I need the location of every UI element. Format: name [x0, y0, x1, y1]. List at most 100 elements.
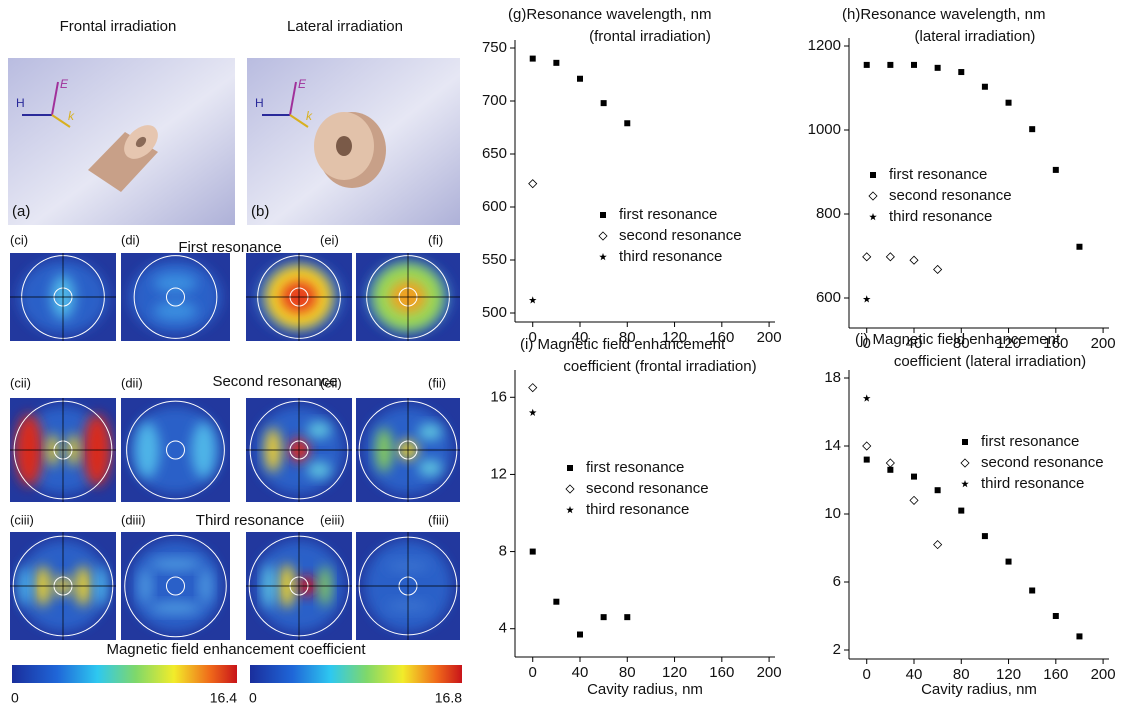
- x-tick-label: 0: [529, 664, 537, 681]
- field-map: [356, 398, 460, 502]
- field-maps: First resonance(ci)(di)(ei)(fi)Second re…: [10, 232, 460, 640]
- legend-marker: [961, 480, 969, 487]
- marker-square: [1006, 559, 1012, 565]
- colorbar-min: 0: [11, 690, 19, 706]
- legend-label: first resonance: [619, 206, 717, 223]
- legend-marker: [600, 212, 606, 218]
- map-blob: [192, 422, 216, 478]
- chart-subtitle: (lateral irradiation): [915, 28, 1036, 45]
- marker-square: [1006, 100, 1012, 106]
- x-tick-label: 160: [709, 664, 734, 681]
- chart-subtitle: (frontal irradiation): [589, 28, 711, 45]
- x-tick-label: 40: [572, 664, 589, 681]
- field-map: [121, 253, 230, 341]
- y-tick-label: 14: [824, 437, 841, 454]
- panel-label: (a): [12, 203, 30, 220]
- legend-marker: [962, 439, 968, 445]
- svg-text:E: E: [298, 77, 307, 91]
- field-map: [246, 398, 352, 502]
- panel-heading: Lateral irradiation: [287, 18, 403, 35]
- map-blob: [307, 422, 331, 438]
- field-map: [10, 253, 116, 341]
- y-tick-label: 500: [482, 304, 507, 321]
- svg-text:k: k: [68, 109, 75, 123]
- x-tick-label: 200: [757, 329, 782, 346]
- marker-square: [601, 614, 607, 620]
- marker-diamond: [863, 253, 871, 261]
- map-label: (dii): [121, 375, 143, 390]
- field-map: [356, 253, 460, 341]
- y-tick-label: 8: [499, 543, 507, 560]
- map-label: (fiii): [428, 512, 449, 527]
- y-tick-label: 750: [482, 39, 507, 56]
- marker-diamond: [886, 459, 894, 467]
- map-label: (ei): [320, 232, 339, 247]
- map-content: [246, 532, 352, 640]
- legend-label: third resonance: [586, 501, 689, 518]
- marker-square: [887, 62, 893, 68]
- map-content: [121, 532, 230, 640]
- marker-diamond: [863, 442, 871, 450]
- field-map: [10, 398, 116, 502]
- colorbar: [12, 665, 237, 683]
- y-tick-label: 550: [482, 251, 507, 268]
- map-content: [356, 253, 460, 341]
- legend-label: third resonance: [889, 208, 992, 225]
- legend-marker: [567, 465, 573, 471]
- map-blob: [150, 602, 202, 614]
- chart-title: (j) Magnetic field enhancement: [855, 331, 1061, 348]
- map-blob: [136, 422, 160, 478]
- map-blob: [418, 424, 442, 440]
- y-tick-label: 700: [482, 92, 507, 109]
- legend-marker: [566, 485, 574, 493]
- panel-label: (b): [251, 203, 269, 220]
- map-label: (ci): [10, 232, 28, 247]
- map-content: [246, 398, 352, 502]
- legend-label: first resonance: [586, 459, 684, 476]
- legend-label: second resonance: [586, 480, 709, 497]
- map-content: [356, 532, 460, 640]
- x-tick-label: 80: [619, 664, 636, 681]
- x-tick-label: 200: [1091, 666, 1116, 683]
- marker-star: [863, 295, 871, 302]
- panel-heading: Frontal irradiation: [60, 18, 177, 35]
- marker-square: [864, 457, 870, 463]
- map-label: (fii): [428, 375, 446, 390]
- render-a: H E k (a): [8, 58, 235, 225]
- marker-diamond: [529, 180, 537, 188]
- map-content: [356, 398, 460, 502]
- map-content: [10, 398, 116, 502]
- legend-marker: [599, 232, 607, 240]
- marker-square: [530, 549, 536, 555]
- legend-marker: [869, 192, 877, 200]
- colorbar-max: 16.4: [210, 690, 237, 706]
- marker-square: [1053, 167, 1059, 173]
- marker-square: [624, 614, 630, 620]
- legend-label: first resonance: [889, 166, 987, 183]
- field-map: [246, 253, 352, 341]
- marker-diamond: [910, 496, 918, 504]
- y-tick-label: 650: [482, 145, 507, 162]
- chart: (i) Magnetic field enhancementcoefficien…: [490, 336, 781, 698]
- charts: (g)Resonance wavelength, nm(frontal irra…: [482, 6, 1116, 698]
- legend-label: first resonance: [981, 433, 1079, 450]
- legend-label: second resonance: [981, 454, 1104, 471]
- colorbar-title: Magnetic field enhancement coefficient: [106, 641, 366, 658]
- marker-square: [577, 632, 583, 638]
- marker-star: [529, 409, 537, 416]
- x-tick-label: 200: [757, 664, 782, 681]
- map-blob: [154, 273, 198, 293]
- x-tick-label: 160: [1043, 666, 1068, 683]
- marker-square: [982, 533, 988, 539]
- y-tick-label: 16: [490, 388, 507, 405]
- marker-square: [935, 65, 941, 71]
- marker-square: [982, 84, 988, 90]
- marker-square: [530, 56, 536, 62]
- y-tick-label: 1200: [808, 37, 841, 54]
- marker-square: [553, 599, 559, 605]
- chart-title: (h)Resonance wavelength, nm: [842, 6, 1045, 23]
- marker-square: [864, 62, 870, 68]
- figure: Frontal irradiation Lateral irradiation …: [0, 0, 1131, 708]
- marker-diamond: [529, 384, 537, 392]
- map-label: (cii): [10, 375, 31, 390]
